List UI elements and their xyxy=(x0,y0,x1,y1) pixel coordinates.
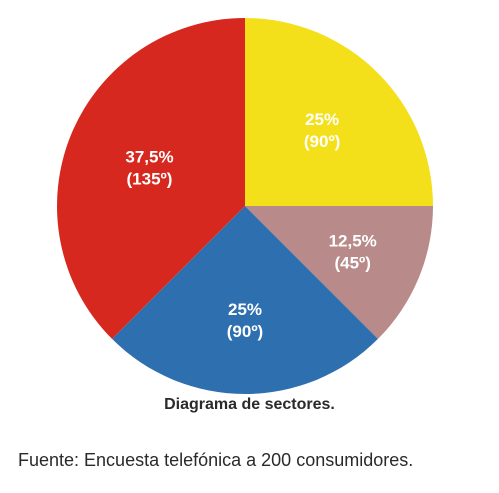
slice-degrees-label-3: (135º) xyxy=(127,169,173,188)
slice-percent-label-2: 25% xyxy=(228,300,262,319)
pie-slice-1 xyxy=(245,206,433,339)
pie-chart: 25% (90º) 12,5% (45º) 25% (90º) 37,5% (135º) xyxy=(57,18,433,394)
slice-percent-label-1: 12,5% xyxy=(329,232,377,251)
chart-caption: Diagrama de sectores. xyxy=(164,396,335,413)
slice-degrees-label-2: (90º) xyxy=(227,322,263,341)
pie-chart-svg: 25% (90º) 12,5% (45º) 25% (90º) 37,5% (135º) xyxy=(57,18,433,394)
slice-percent-label-0: 25% xyxy=(305,110,339,129)
pie-slice-2 xyxy=(112,206,378,394)
pie-slice-3 xyxy=(57,18,245,339)
pie-slice-0 xyxy=(245,18,433,206)
slice-percent-label-3: 37,5% xyxy=(125,147,173,166)
slice-degrees-label-0: (90º) xyxy=(304,132,340,151)
slice-degrees-label-1: (45º) xyxy=(334,254,370,273)
source-note: Fuente: Encuesta telefónica a 200 consum… xyxy=(18,450,414,470)
